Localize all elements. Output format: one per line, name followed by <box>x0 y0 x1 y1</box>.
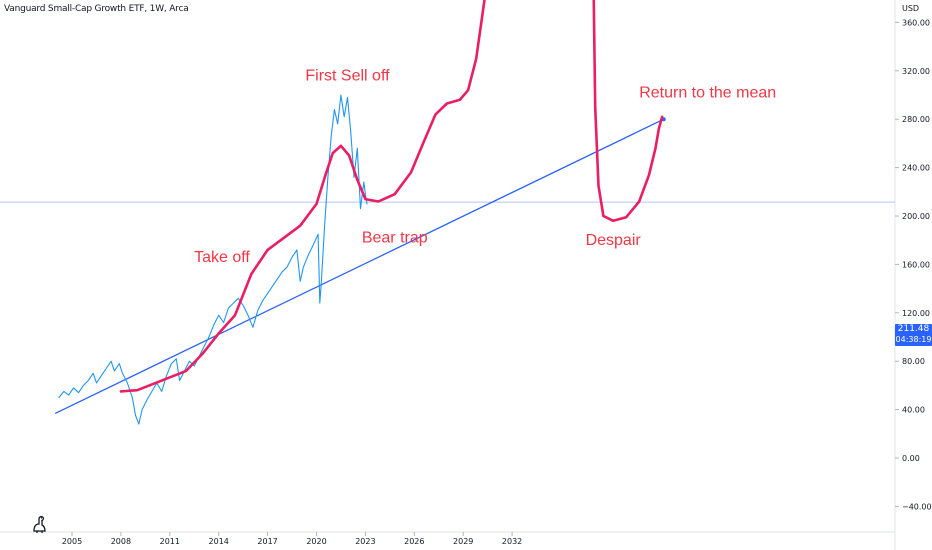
time-axis-tick-label: 2014 <box>209 537 229 546</box>
price-axis-tick-label: 240.00 <box>902 164 930 173</box>
trend-line <box>55 118 665 414</box>
price-axis-tick-label: 160.00 <box>902 260 930 269</box>
annotation-label: Despair <box>586 232 642 249</box>
annotation-label: Return to the mean <box>639 84 776 101</box>
annotation-label: Take off <box>194 249 250 266</box>
bar-countdown: 04:38:19 <box>895 335 932 344</box>
time-axis-tick-label: 2026 <box>404 537 424 546</box>
price-axis-tick-label: −40.00 <box>902 502 932 511</box>
last-price-value: 211.48 <box>897 324 930 334</box>
annotation-label: First Sell off <box>305 67 390 84</box>
price-axis-tick-label: 80.00 <box>902 357 925 366</box>
time-axis-tick-label: 2005 <box>62 537 82 546</box>
currency-label: USD <box>902 4 920 13</box>
market-cycle-curve <box>119 0 664 393</box>
symbol-title[interactable]: Vanguard Small-Cap Growth ETF, 1W, Arca <box>4 4 189 14</box>
time-axis-tick-label: 2011 <box>160 537 180 546</box>
time-axis-tick-label: 2008 <box>111 537 131 546</box>
last-price-badge: 211.48 04:38:19 <box>895 324 932 346</box>
time-axis-tick-label: 2017 <box>257 537 277 546</box>
time-axis-tick-label: 2029 <box>453 537 473 546</box>
price-axis[interactable]: 720.00680.00640.00600.00560.00520.00480.… <box>895 0 932 550</box>
time-axis-tick-label: 2020 <box>306 537 326 546</box>
annotation-label: Bear trap <box>362 230 428 247</box>
tradingview-dino-icon[interactable] <box>30 514 50 534</box>
price-axis-tick-label: 280.00 <box>902 115 930 124</box>
time-axis-tick-label: 2032 <box>502 537 522 546</box>
price-axis-tick-label: 0.00 <box>902 454 920 463</box>
price-axis-tick-label: 360.00 <box>902 18 930 27</box>
time-axis-tick-label: 2023 <box>355 537 375 546</box>
price-axis-tick-label: 40.00 <box>902 406 925 415</box>
annotation-layer: New Paradigm!DenialReturn to "normal"Bul… <box>194 67 776 266</box>
price-series-line <box>58 94 368 425</box>
price-axis-tick-label: 200.00 <box>902 212 930 221</box>
time-axis[interactable]: 2005 2008 2011 2014 2017 2020 2023 2026 2029 2032 <box>62 532 522 546</box>
price-axis-tick-label: 320.00 <box>902 67 930 76</box>
series-layer <box>55 0 666 425</box>
price-axis-tick-label: 120.00 <box>902 309 930 318</box>
